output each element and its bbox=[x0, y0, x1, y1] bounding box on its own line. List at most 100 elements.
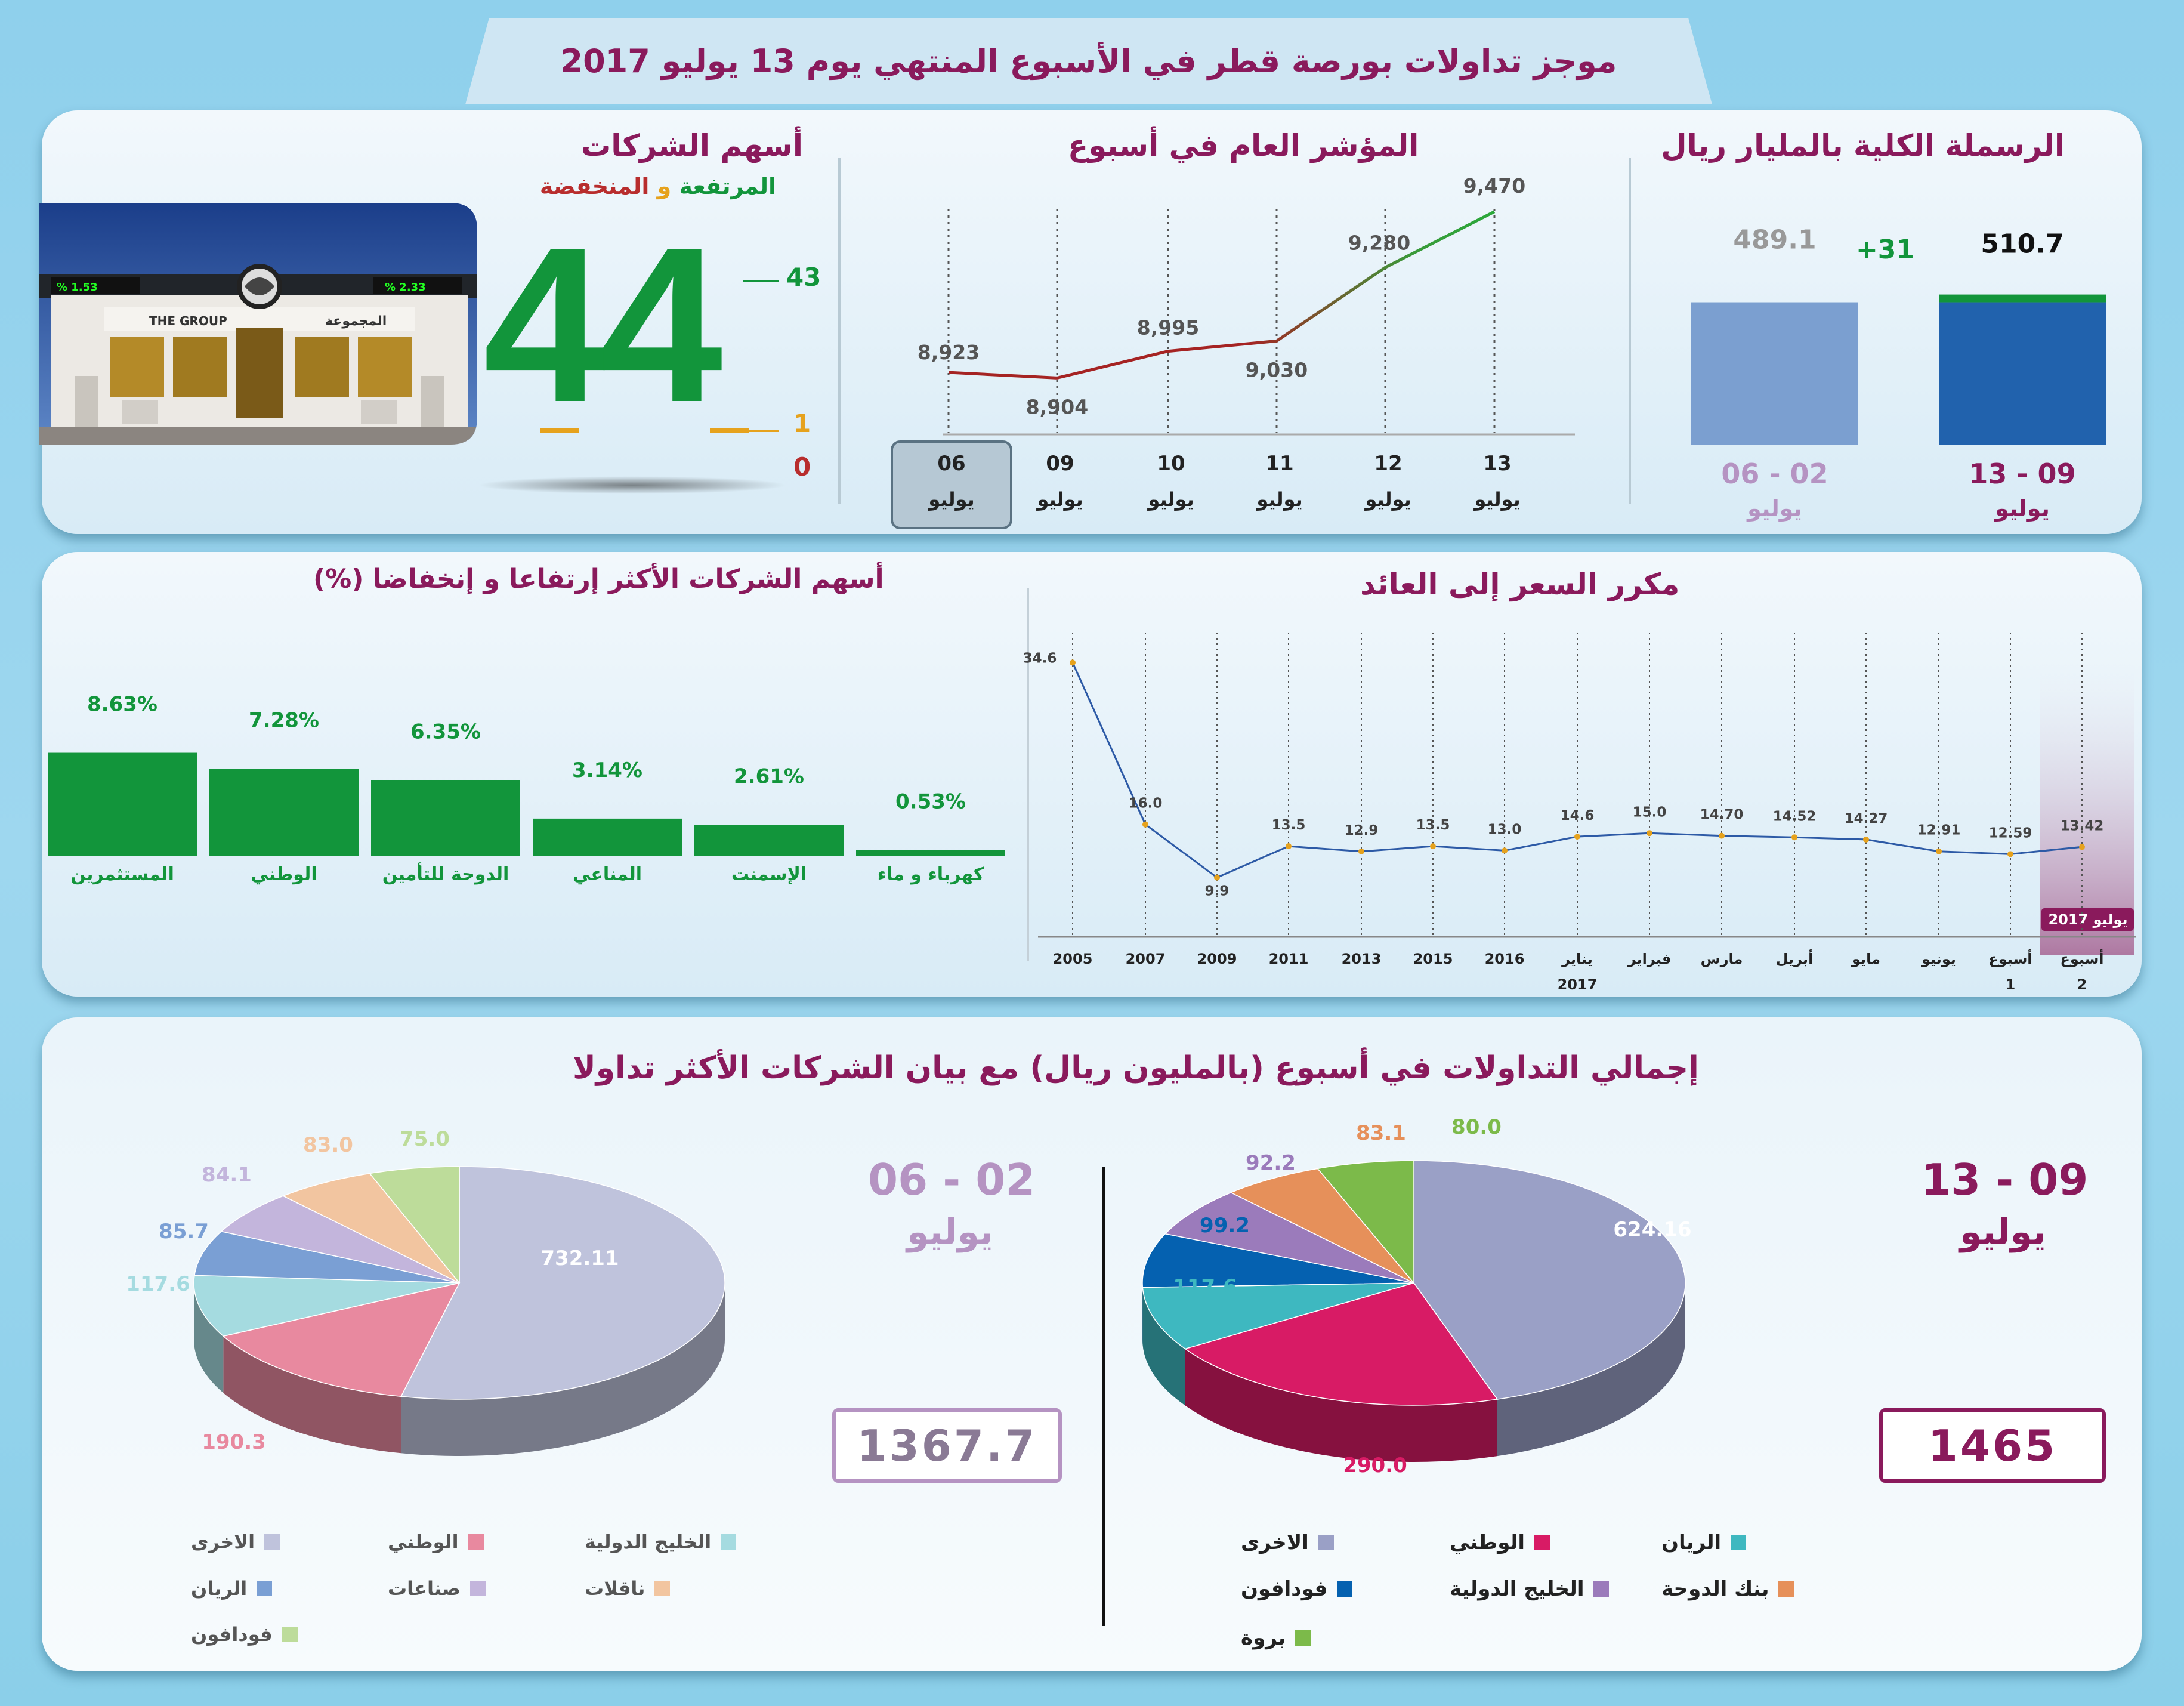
slice-label: 117.6 bbox=[126, 1272, 190, 1296]
range-label: 06 - 02 bbox=[1721, 458, 1828, 490]
divider bbox=[1629, 158, 1631, 504]
data-label: 8,923 bbox=[918, 341, 980, 364]
legend-item: الريان bbox=[1661, 1531, 1747, 1554]
bar-label: 489.1 bbox=[1733, 225, 1816, 255]
slice-label: 92.2 bbox=[1246, 1151, 1296, 1175]
data-point bbox=[1574, 834, 1580, 840]
bar-value: 3.14% bbox=[572, 758, 642, 782]
pie-slice bbox=[1164, 1192, 1414, 1284]
data-label: 8,904 bbox=[1026, 395, 1088, 418]
market-cap-title: الرسملة الكلية بالمليار ريال bbox=[1661, 128, 2065, 163]
bar-category: كهرباء و ماء bbox=[878, 864, 984, 885]
index-chart: 8,923 8,904 8,995 9,030 9,280 9,470 06 يوليو 09 ي… bbox=[891, 174, 1575, 529]
data-label: 13.0 bbox=[1488, 822, 1522, 837]
bar-previous bbox=[1691, 302, 1858, 445]
data-label: 14.27 bbox=[1845, 811, 1888, 826]
pie-side bbox=[223, 1336, 401, 1454]
legend-swatch bbox=[470, 1581, 486, 1596]
legend-item: الاخرى bbox=[191, 1531, 280, 1553]
x-tick-day: 13 bbox=[1483, 452, 1511, 476]
legend-swatch bbox=[264, 1534, 280, 1550]
bar-current-increase bbox=[1939, 294, 2106, 303]
bar bbox=[48, 752, 197, 856]
pie-slice bbox=[194, 1230, 460, 1284]
legend-item: بروة bbox=[1241, 1626, 1311, 1650]
x-tick-month: يوليو bbox=[1473, 488, 1520, 511]
bar-category: المستثمرين bbox=[70, 864, 174, 885]
data-label: 9,470 bbox=[1463, 174, 1525, 198]
pie-slice bbox=[1184, 1282, 1499, 1406]
slice-label: 117.6 bbox=[1173, 1275, 1237, 1299]
legend-label: الريان bbox=[191, 1577, 248, 1600]
legend-swatch bbox=[257, 1581, 273, 1596]
pie-slice bbox=[222, 1282, 461, 1397]
legend-label: الخليج الدولية bbox=[585, 1531, 712, 1553]
x-tick: 2007 bbox=[1126, 951, 1166, 967]
slice-label: 75.0 bbox=[400, 1127, 450, 1151]
legend-label: الاخرى bbox=[1241, 1531, 1309, 1554]
shadow bbox=[477, 476, 787, 494]
x-tick: 2017 bbox=[1558, 976, 1598, 993]
legend-item: ناقلات bbox=[585, 1577, 671, 1600]
x-tick-month: يوليو bbox=[927, 488, 974, 511]
slice-label: 624.16 bbox=[1613, 1218, 1691, 1242]
data-label: 9,030 bbox=[1246, 358, 1308, 381]
x-tick: يناير bbox=[1561, 951, 1593, 967]
up-leader bbox=[743, 280, 779, 282]
movers-chart: 8.63% المستثمرين 7.28% الوطني 6.35% الدوحة لل… bbox=[48, 693, 1005, 885]
pie-slice bbox=[400, 1166, 725, 1400]
highlight-box bbox=[891, 440, 1012, 529]
slice-label: 99.2 bbox=[1200, 1214, 1250, 1238]
page-title-bar: موجز تداولات بورصة قطر في الأسبوع المنته… bbox=[465, 18, 1712, 104]
x-tick: أسبوع bbox=[1988, 949, 2032, 967]
x-tick: 2 bbox=[2077, 976, 2087, 993]
change-label: +31 bbox=[1856, 235, 1914, 265]
data-point bbox=[1502, 847, 1508, 854]
pie-slice bbox=[369, 1166, 460, 1285]
data-point bbox=[1863, 836, 1869, 843]
pie-slice bbox=[1230, 1168, 1414, 1284]
legend-swatch bbox=[1318, 1535, 1334, 1550]
legend-label: الريان bbox=[1661, 1531, 1722, 1554]
previous-week-total: 1367.7 bbox=[832, 1408, 1062, 1483]
x-tick-day: 09 bbox=[1046, 452, 1074, 476]
legend-swatch bbox=[1593, 1581, 1610, 1597]
data-label: 8,995 bbox=[1137, 316, 1199, 340]
legend-item: الخليج الدولية bbox=[585, 1531, 737, 1553]
pie-previous: 732.11 190.3 117.6 85.7 84.1 83.0 75.0 bbox=[126, 1127, 725, 1456]
stocks-title: أسهم الشركات bbox=[581, 128, 803, 163]
x-tick: مارس bbox=[1701, 951, 1743, 967]
falling-mark bbox=[710, 428, 749, 433]
bar-category: الدوحة للتأمين bbox=[382, 862, 509, 885]
data-label: 14.6 bbox=[1561, 808, 1595, 823]
down-count: 1 bbox=[793, 409, 811, 438]
month-label: يوليو bbox=[1746, 495, 1802, 522]
data-point bbox=[1719, 832, 1725, 839]
data-label: 13.42 bbox=[2061, 818, 2104, 834]
x-tick: 2009 bbox=[1197, 951, 1237, 967]
stocks-subtitle: المرتفعة و المنخفضة bbox=[540, 173, 776, 199]
total-companies-number: 44 bbox=[483, 202, 723, 448]
legend-swatch bbox=[282, 1627, 298, 1642]
x-tick: أسبوع bbox=[2060, 949, 2103, 967]
legend-swatch bbox=[721, 1534, 737, 1550]
bar-current-base bbox=[1939, 302, 2106, 445]
legend-swatch bbox=[468, 1534, 484, 1550]
x-tick-day: 11 bbox=[1265, 452, 1293, 476]
x-tick-day: 12 bbox=[1374, 452, 1402, 476]
current-week-total: 1465 bbox=[1879, 1408, 2106, 1483]
legend-item: الخليج الدولية bbox=[1450, 1577, 1610, 1601]
x-tick: 1 bbox=[2006, 976, 2016, 993]
x-tick-day: 06 bbox=[937, 452, 965, 476]
legend-swatch bbox=[1534, 1535, 1550, 1550]
data-point bbox=[1142, 821, 1148, 828]
pie-side bbox=[1142, 1287, 1185, 1406]
slice-label: 190.3 bbox=[202, 1430, 266, 1454]
x-tick-month: يوليو bbox=[1036, 488, 1083, 511]
data-point bbox=[1286, 843, 1292, 850]
legend-label: فودافون bbox=[1241, 1577, 1328, 1601]
previous-week-month: يوليو bbox=[907, 1211, 993, 1253]
divider bbox=[1027, 588, 1029, 961]
x-tick: أبريل bbox=[1776, 949, 1814, 967]
movers-title: أسهم الشركات الأكثر إرتفاعا و إنخفاضا (%… bbox=[313, 564, 884, 594]
